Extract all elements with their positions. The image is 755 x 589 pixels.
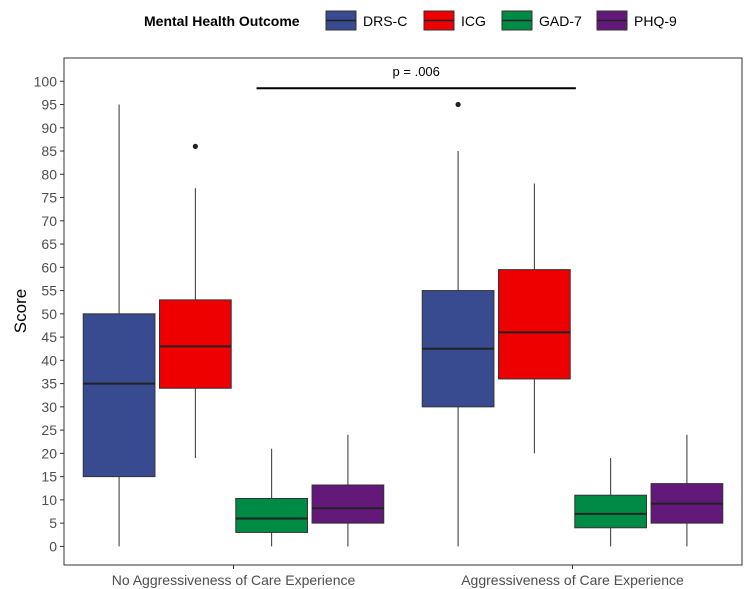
legend-label: DRS-C xyxy=(363,13,407,29)
legend-label: PHQ-9 xyxy=(634,13,677,29)
box-drs-c-0 xyxy=(82,104,156,547)
box-phq-9-0 xyxy=(311,434,385,547)
legend-item-gad-7: GAD-7 xyxy=(501,10,582,31)
significance-label: p = .006 xyxy=(393,64,440,79)
y-tick-label: 80 xyxy=(41,166,57,182)
y-tick-label: 35 xyxy=(41,376,57,392)
box-iqr xyxy=(159,299,232,389)
x-axis: No Aggressiveness of Care Experience Aggr… xyxy=(112,565,684,588)
y-tick-label: 30 xyxy=(41,399,57,415)
outlier-point xyxy=(192,143,198,149)
box-iqr xyxy=(498,269,571,380)
box-iqr xyxy=(82,313,156,478)
y-tick-label: 25 xyxy=(41,422,57,438)
y-axis: 0 5 10 15 20 25 30 35 40 45 50 55 60 65 70 75 80 85 90 95 10… xyxy=(34,73,64,554)
y-tick-label: 70 xyxy=(41,213,57,229)
y-tick-label: 75 xyxy=(41,190,57,206)
box-iqr xyxy=(235,497,308,533)
y-tick-label: 85 xyxy=(41,143,57,159)
y-tick-label: 5 xyxy=(49,515,57,531)
box-icg-1 xyxy=(498,183,571,454)
y-tick-label: 40 xyxy=(41,352,57,368)
x-tick-label: No Aggressiveness of Care Experience xyxy=(112,572,356,588)
y-axis-title: Score xyxy=(11,289,30,333)
legend-item-icg: ICG xyxy=(423,10,486,31)
y-tick-label: 100 xyxy=(34,73,58,89)
y-tick-label: 0 xyxy=(49,538,57,554)
y-tick-label: 20 xyxy=(41,445,57,461)
legend-title: Mental Health Outcome xyxy=(144,13,300,29)
legend-label: GAD-7 xyxy=(539,13,582,29)
y-tick-label: 55 xyxy=(41,283,57,299)
box-iqr xyxy=(311,484,385,524)
y-tick-label: 65 xyxy=(41,236,57,252)
box-icg-0 xyxy=(159,143,232,459)
box-gad-7-1 xyxy=(574,458,647,547)
boxes xyxy=(82,101,724,547)
y-tick-label: 50 xyxy=(41,306,57,322)
y-tick-label: 95 xyxy=(41,97,57,113)
annotations: p = .006 xyxy=(256,64,576,90)
y-tick-label: 90 xyxy=(41,120,57,136)
legend: Mental Health Outcome DRS-C ICG GAD-7 PHQ-9 xyxy=(144,10,677,31)
outlier-point xyxy=(455,101,461,108)
y-tick-label: 60 xyxy=(41,259,57,275)
box-drs-c-1 xyxy=(421,101,495,547)
box-gad-7-0 xyxy=(235,448,308,547)
y-tick-label: 15 xyxy=(41,469,57,485)
legend-label: ICG xyxy=(461,13,486,29)
y-tick-label: 45 xyxy=(41,329,57,345)
y-tick-label: 10 xyxy=(41,492,57,508)
legend-item-phq-9: PHQ-9 xyxy=(596,10,677,31)
box-iqr xyxy=(574,494,647,529)
x-tick-label: Aggressiveness of Care Experience xyxy=(461,572,684,588)
legend-item-drs-c: DRS-C xyxy=(325,10,407,31)
box-phq-9-1 xyxy=(650,434,724,547)
